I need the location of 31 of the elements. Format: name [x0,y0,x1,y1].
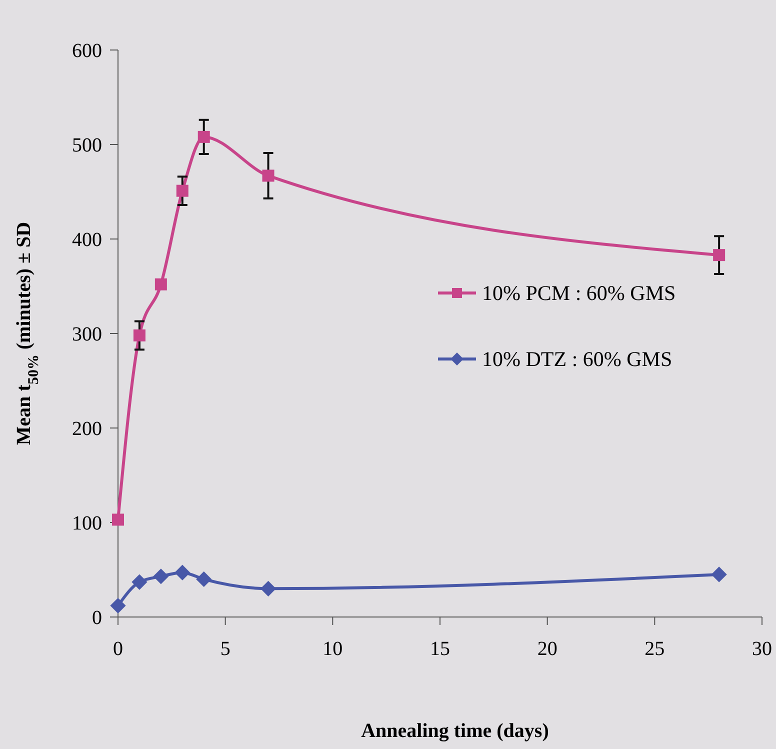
y-tick-label: 500 [72,134,102,156]
point [174,564,190,580]
x-tick-label: 30 [752,638,772,660]
point [132,574,148,590]
point [260,580,276,596]
point [262,170,274,182]
y-tick-label: 100 [72,512,102,534]
x-tick-label: 0 [113,638,123,660]
y-tick-label: 400 [72,229,102,251]
y-tick-label: 300 [72,324,102,346]
x-tick-label: 20 [537,638,558,660]
x-axis-title: Annealing time (days) [361,720,549,742]
point [196,571,212,587]
legend-label: 10% DTZ : 60% GMS [482,347,672,371]
point [153,568,169,584]
x-tick-label: 10 [322,638,343,660]
point [110,598,126,614]
y-tick-label: 600 [72,40,102,62]
x-tick-label: 5 [220,638,230,660]
y-tick-label: 0 [92,607,102,629]
point [713,249,726,262]
legend-label: 10% PCM : 60% GMS [482,281,676,305]
point [112,514,124,526]
point [198,130,210,143]
y-tick-label: 200 [72,418,102,440]
point [176,184,188,197]
point [154,278,167,290]
x-tick-label: 15 [430,638,450,660]
point [711,566,727,582]
point [133,329,146,342]
x-tick-label: 25 [644,638,665,660]
